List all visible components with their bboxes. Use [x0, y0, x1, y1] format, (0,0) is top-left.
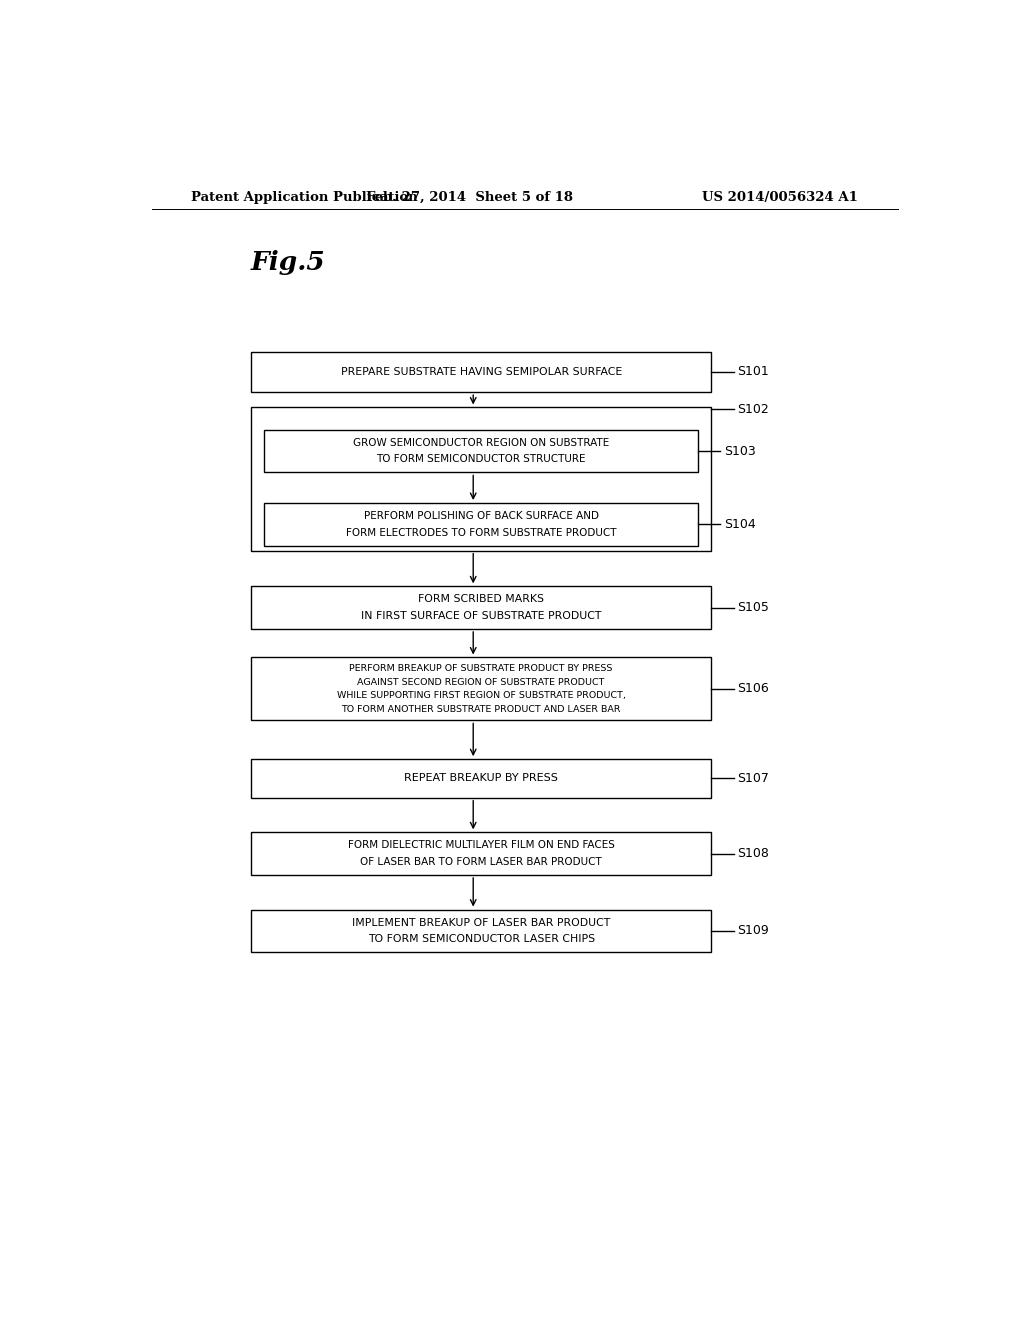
Bar: [251, 586, 712, 630]
Text: OF LASER BAR TO FORM LASER BAR PRODUCT: OF LASER BAR TO FORM LASER BAR PRODUCT: [360, 857, 602, 867]
Bar: [251, 833, 712, 875]
Bar: [264, 430, 697, 473]
Text: IMPLEMENT BREAKUP OF LASER BAR PRODUCT: IMPLEMENT BREAKUP OF LASER BAR PRODUCT: [352, 917, 610, 928]
Text: GROW SEMICONDUCTOR REGION ON SUBSTRATE: GROW SEMICONDUCTOR REGION ON SUBSTRATE: [353, 438, 609, 447]
Bar: [251, 408, 712, 550]
Text: TO FORM SEMICONDUCTOR STRUCTURE: TO FORM SEMICONDUCTOR STRUCTURE: [377, 454, 586, 465]
Text: S108: S108: [737, 847, 769, 861]
Text: S109: S109: [737, 924, 769, 937]
Bar: [251, 759, 712, 797]
Text: FORM DIELECTRIC MULTILAYER FILM ON END FACES: FORM DIELECTRIC MULTILAYER FILM ON END F…: [348, 841, 614, 850]
Text: Fig.5: Fig.5: [251, 249, 326, 275]
Text: PERFORM BREAKUP OF SUBSTRATE PRODUCT BY PRESS: PERFORM BREAKUP OF SUBSTRATE PRODUCT BY …: [349, 664, 612, 673]
Text: S107: S107: [737, 772, 769, 785]
Text: FORM SCRIBED MARKS: FORM SCRIBED MARKS: [418, 594, 544, 605]
Text: WHILE SUPPORTING FIRST REGION OF SUBSTRATE PRODUCT,: WHILE SUPPORTING FIRST REGION OF SUBSTRA…: [337, 692, 626, 701]
Text: AGAINST SECOND REGION OF SUBSTRATE PRODUCT: AGAINST SECOND REGION OF SUBSTRATE PRODU…: [357, 677, 605, 686]
Text: Feb. 27, 2014  Sheet 5 of 18: Feb. 27, 2014 Sheet 5 of 18: [366, 190, 572, 203]
Text: S101: S101: [737, 366, 769, 379]
Text: TO FORM ANOTHER SUBSTRATE PRODUCT AND LASER BAR: TO FORM ANOTHER SUBSTRATE PRODUCT AND LA…: [341, 705, 621, 714]
Text: PREPARE SUBSTRATE HAVING SEMIPOLAR SURFACE: PREPARE SUBSTRATE HAVING SEMIPOLAR SURFA…: [341, 367, 622, 376]
Bar: [264, 503, 697, 545]
Text: Patent Application Publication: Patent Application Publication: [191, 190, 418, 203]
Text: TO FORM SEMICONDUCTOR LASER CHIPS: TO FORM SEMICONDUCTOR LASER CHIPS: [368, 935, 595, 944]
Bar: [251, 657, 712, 721]
Text: S105: S105: [737, 601, 769, 614]
Bar: [251, 909, 712, 952]
Text: REPEAT BREAKUP BY PRESS: REPEAT BREAKUP BY PRESS: [404, 774, 558, 783]
Text: S102: S102: [737, 403, 769, 416]
Bar: [251, 351, 712, 392]
Text: S103: S103: [724, 445, 756, 458]
Text: FORM ELECTRODES TO FORM SUBSTRATE PRODUCT: FORM ELECTRODES TO FORM SUBSTRATE PRODUC…: [346, 528, 616, 537]
Text: PERFORM POLISHING OF BACK SURFACE AND: PERFORM POLISHING OF BACK SURFACE AND: [364, 511, 599, 521]
Text: S104: S104: [724, 517, 756, 531]
Text: IN FIRST SURFACE OF SUBSTRATE PRODUCT: IN FIRST SURFACE OF SUBSTRATE PRODUCT: [361, 611, 601, 620]
Text: S106: S106: [737, 682, 769, 696]
Text: US 2014/0056324 A1: US 2014/0056324 A1: [702, 190, 858, 203]
